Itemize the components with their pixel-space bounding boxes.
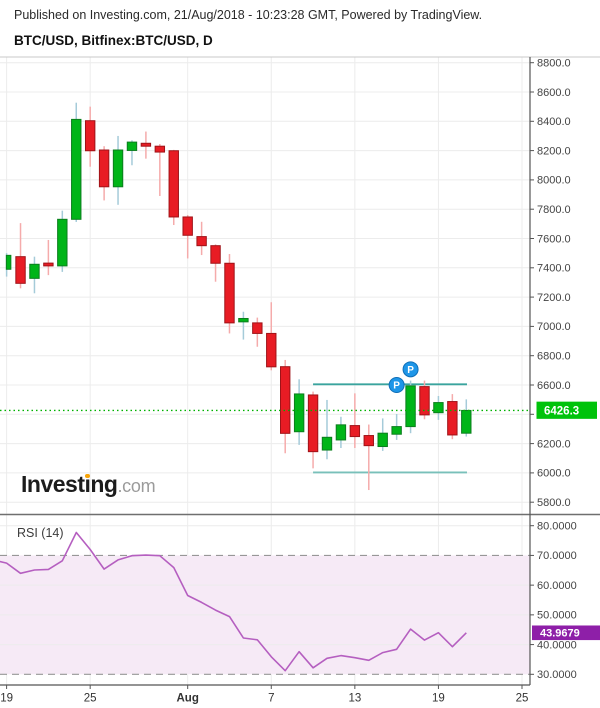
price-tick-label: 6000.0 <box>537 468 571 480</box>
candle-body <box>154 145 166 153</box>
candle-body <box>280 366 291 434</box>
candle-body <box>321 436 333 451</box>
time-tick-label: 25 <box>516 693 529 705</box>
candle-body <box>447 401 458 436</box>
page-title: BTC/USD, Bitfinex:BTC/USD, D <box>14 33 213 48</box>
rsi-tick-label: 80.0000 <box>537 521 577 533</box>
candle-body <box>405 385 416 428</box>
rsi-value-label <box>532 625 600 641</box>
time-tick-label: 13 <box>348 693 361 705</box>
candle-body <box>15 256 26 284</box>
candle-body <box>377 432 388 448</box>
candle-body <box>84 120 96 152</box>
pivot-marker-label: P <box>407 365 414 376</box>
pivot-marker[interactable] <box>402 361 419 378</box>
pivot-marker[interactable] <box>388 376 405 393</box>
logo-tld: .com <box>117 476 156 496</box>
price-tick-label: 7000.0 <box>537 321 571 333</box>
published-info: Published on Investing.com, 21/Aug/2018 … <box>14 8 483 22</box>
current-price-label-text: 6426.3 <box>544 406 579 418</box>
candle-body <box>71 118 82 220</box>
price-tick-label: 7600.0 <box>537 233 571 245</box>
price-tick-label: 8800.0 <box>537 58 571 70</box>
candle-body <box>293 393 305 433</box>
price-tick-label: 7800.0 <box>537 204 571 216</box>
logo-orange-dot-i: ı <box>84 471 91 497</box>
candle-body <box>126 141 138 151</box>
candle-body <box>363 435 374 447</box>
candle-body <box>168 150 179 218</box>
price-tick-label: 8200.0 <box>537 145 571 157</box>
time-tick-label: 19 <box>432 693 445 705</box>
candle-body <box>112 149 124 188</box>
time-tick-label: Aug <box>177 693 199 705</box>
candle-body <box>140 142 152 147</box>
price-tick-label: 6800.0 <box>537 350 571 362</box>
candle-body <box>335 424 347 441</box>
rsi-indicator-label: RSI (14) <box>17 526 64 540</box>
candle-body <box>43 262 54 267</box>
candle-body <box>252 322 263 334</box>
rsi-value-label-text: 43.9679 <box>540 628 580 640</box>
time-tick-label: 25 <box>84 693 97 705</box>
pivot-marker-label: P <box>393 381 400 392</box>
candle-body <box>461 409 472 434</box>
current-price-label <box>536 401 597 419</box>
candle-body <box>419 386 430 416</box>
rsi-tick-label: 50.0000 <box>537 610 577 622</box>
candle-body <box>238 317 249 323</box>
rsi-line <box>0 531 467 672</box>
price-tick-label: 5800.0 <box>537 497 571 509</box>
price-tick-label: 6200.0 <box>537 438 571 450</box>
candle-body <box>307 394 319 453</box>
price-tick-label: 8600.0 <box>537 87 571 99</box>
candle-body <box>57 218 68 267</box>
time-tick-label: 19 <box>0 693 13 705</box>
price-tick-label: 8000.0 <box>537 175 571 187</box>
rsi-tick-label: 60.0000 <box>537 580 577 592</box>
rsi-tick-label: 40.0000 <box>537 639 577 651</box>
candle-body <box>210 245 221 264</box>
price-tick-label: 7400.0 <box>537 263 571 275</box>
candle-body <box>5 254 12 270</box>
candle-body <box>29 263 40 279</box>
candle-body <box>349 425 361 438</box>
time-tick-label: 7 <box>268 693 274 705</box>
candle-body <box>182 216 193 236</box>
price-tick-label: 8400.0 <box>537 116 571 128</box>
rsi-tick-label: 70.0000 <box>537 550 577 562</box>
price-tick-label: 7200.0 <box>537 292 571 304</box>
investing-logo: Investıng.com <box>21 471 156 498</box>
candle-body <box>98 149 110 188</box>
candle-body <box>266 332 277 368</box>
logo-brand: Investıng <box>21 471 118 497</box>
rsi-tick-label: 30.0000 <box>537 669 577 681</box>
price-tick-label: 6600.0 <box>537 380 571 392</box>
candle-body <box>224 262 235 324</box>
candle-body <box>196 236 207 247</box>
candle-body <box>433 402 444 414</box>
candle-body <box>391 426 402 435</box>
